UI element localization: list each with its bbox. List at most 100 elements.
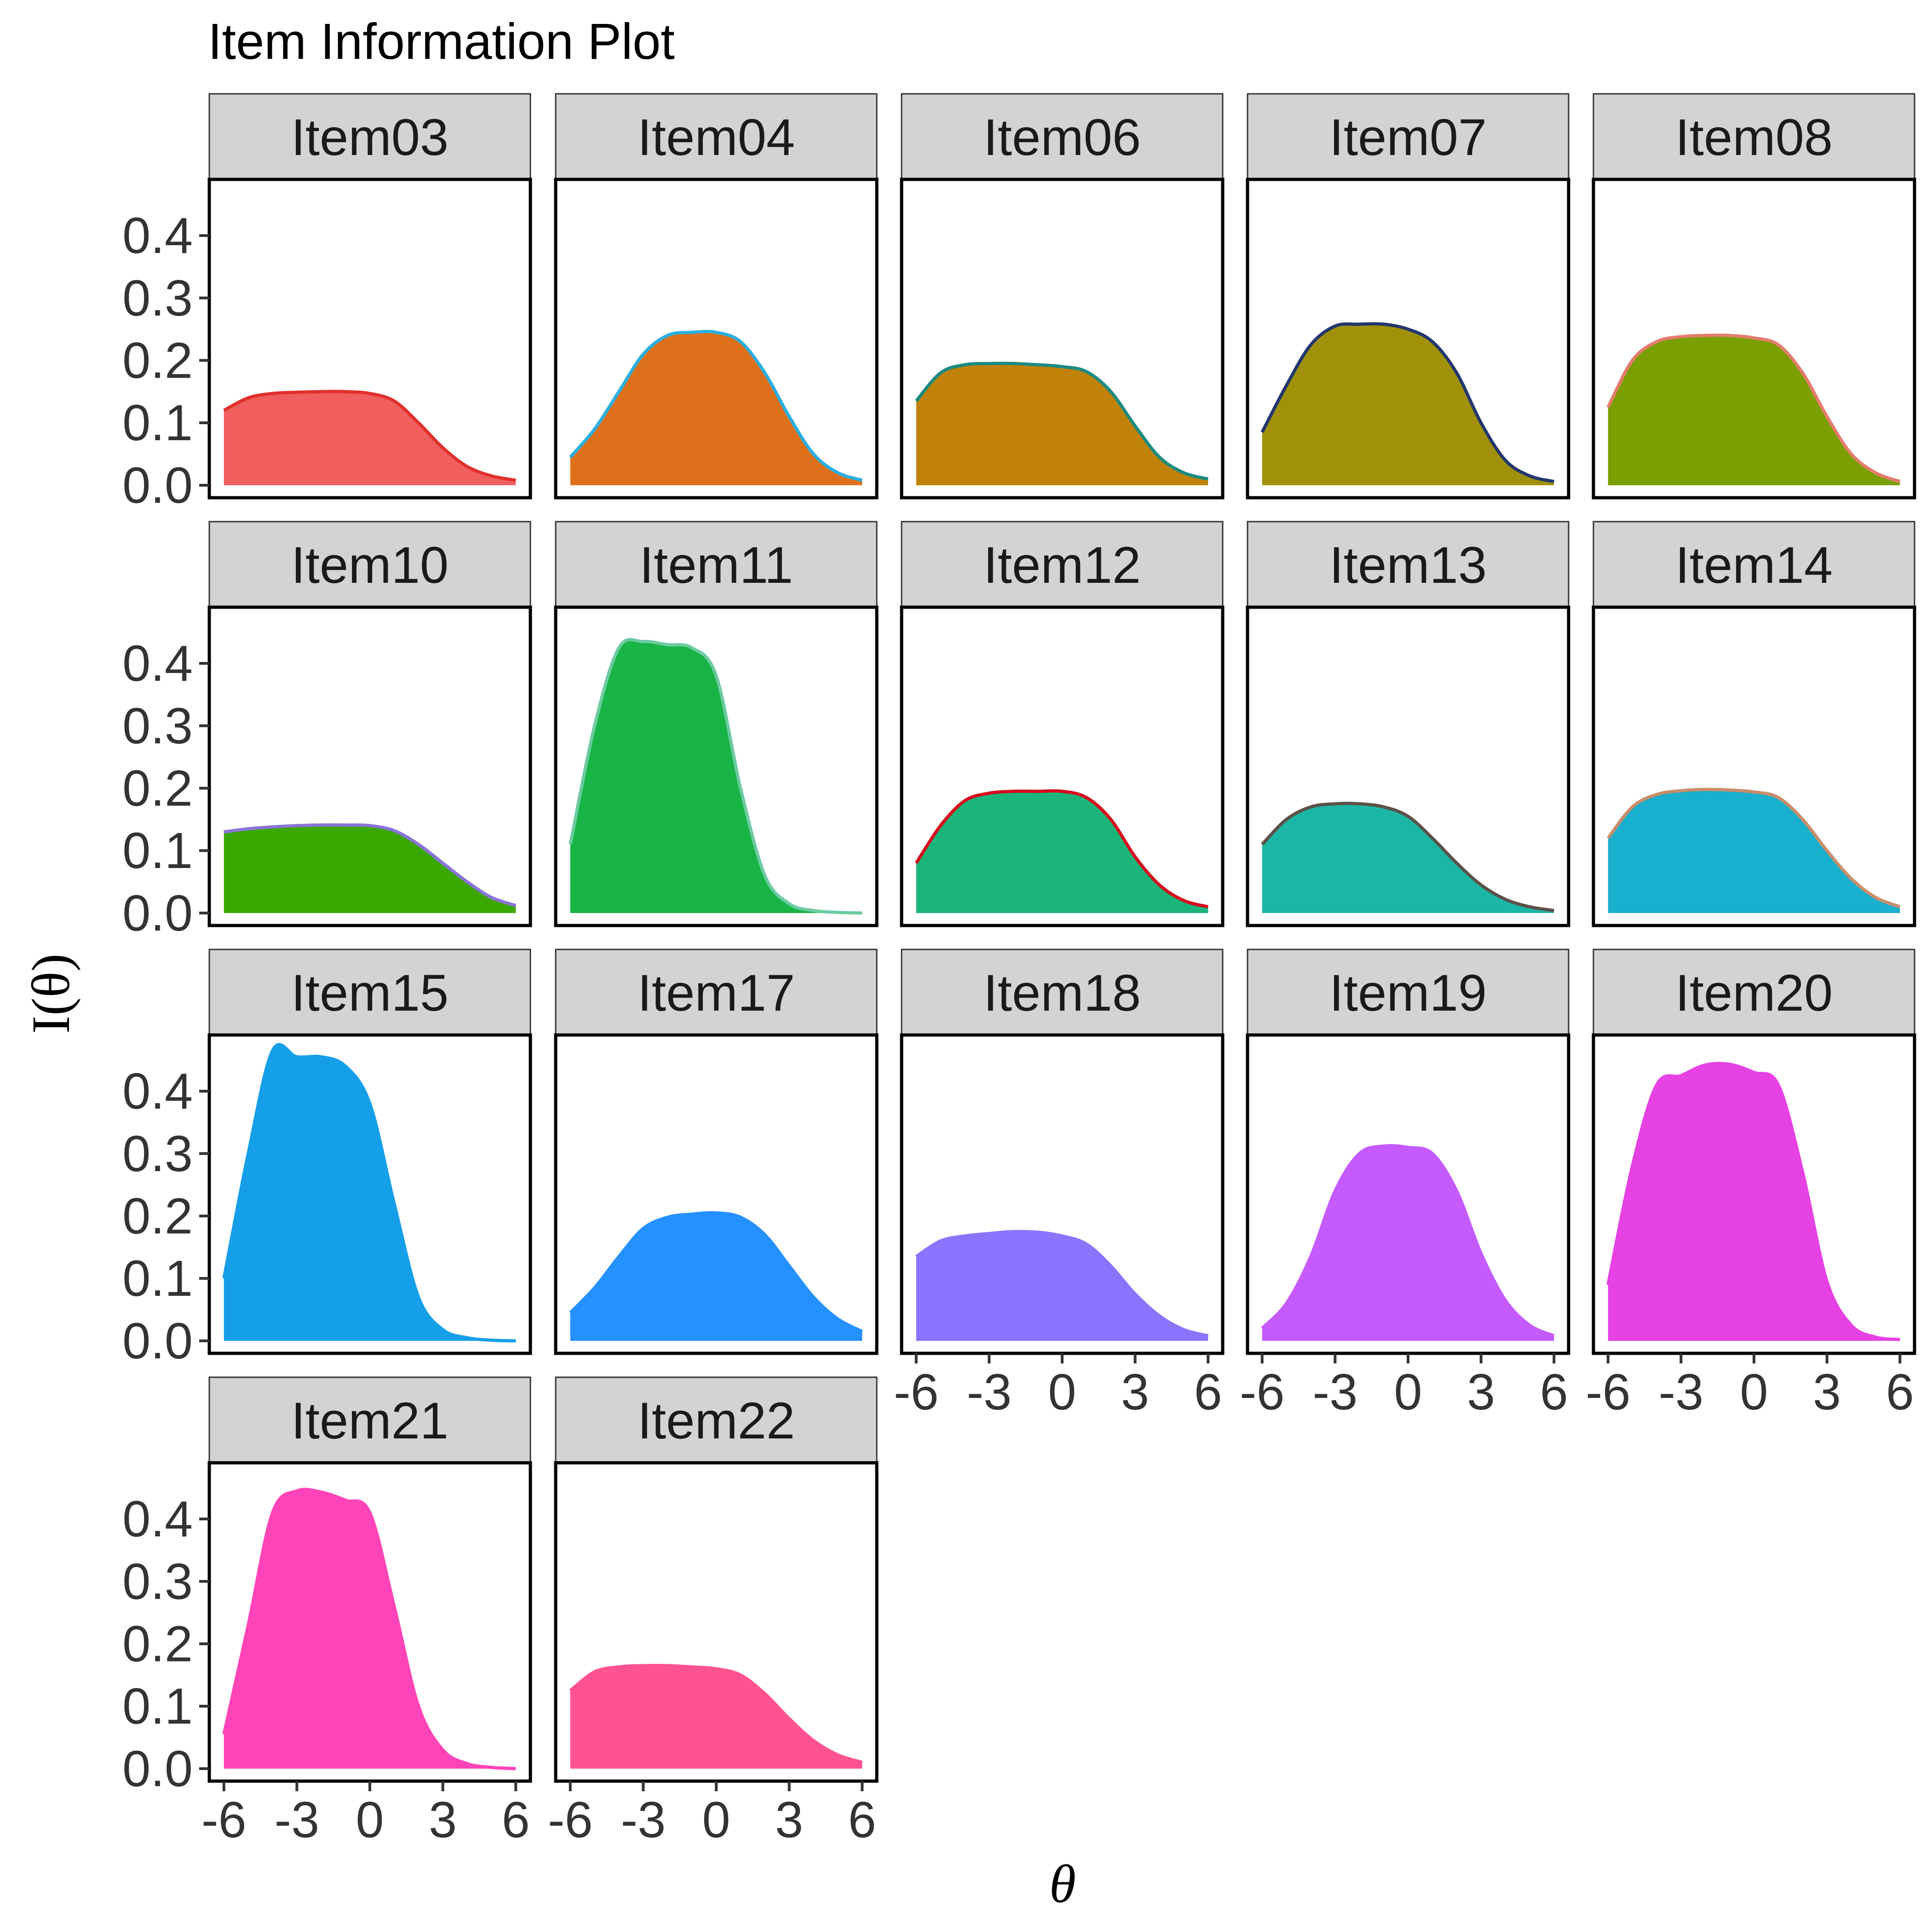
facet-panel: Item10 0.0 0.1 0.2 0.3 0.4 bbox=[122, 521, 532, 942]
panel-border bbox=[900, 605, 1225, 927]
facet-strip bbox=[555, 521, 878, 608]
y-tick-label: 0.2 bbox=[122, 1188, 193, 1244]
information-area bbox=[1262, 323, 1554, 485]
x-tick-label: 0 bbox=[1740, 1364, 1768, 1420]
information-area bbox=[570, 1213, 862, 1341]
information-area bbox=[1608, 335, 1900, 485]
facet-panel: Item21 0.0 0.1 0.2 0.3 0.4 -6 -3 0 3 6 bbox=[122, 1376, 532, 1848]
y-tick-label: 0.1 bbox=[122, 822, 193, 879]
panel-border bbox=[1592, 605, 1916, 927]
panel-border bbox=[554, 605, 879, 927]
y-tick-label: 0.4 bbox=[122, 635, 193, 692]
information-curve bbox=[569, 1664, 863, 1764]
facet-strip bbox=[208, 521, 531, 608]
y-tick-label: 0.0 bbox=[122, 1741, 193, 1797]
facet-panel: Item04 bbox=[554, 93, 879, 500]
information-area bbox=[224, 1489, 516, 1769]
information-area bbox=[570, 639, 862, 913]
facet-strip bbox=[1593, 949, 1915, 1036]
y-tick-label: 0.0 bbox=[122, 457, 193, 514]
information-curve bbox=[915, 1230, 1209, 1338]
facet-strip-label: Item10 bbox=[291, 536, 448, 594]
facet-strip-label: Item08 bbox=[1675, 109, 1833, 166]
information-area bbox=[224, 1044, 516, 1341]
x-tick-label: 3 bbox=[775, 1792, 803, 1848]
y-axis-title: I(θ) bbox=[21, 954, 81, 1034]
facet-panel: Item18 -6 -3 0 3 6 bbox=[894, 949, 1225, 1420]
facet-panel: Item13 bbox=[1246, 521, 1570, 927]
information-area bbox=[570, 331, 862, 485]
facet-panel: Item20 -6 -3 0 3 6 bbox=[1586, 949, 1916, 1420]
information-area bbox=[224, 825, 516, 913]
x-tick-label: 3 bbox=[1121, 1364, 1149, 1420]
panel-border bbox=[207, 178, 532, 500]
x-tick-label: 6 bbox=[1194, 1364, 1222, 1420]
facet-strip-label: Item18 bbox=[983, 964, 1141, 1022]
facet-panel: Item12 bbox=[900, 521, 1225, 927]
facet-strip-label: Item22 bbox=[638, 1392, 795, 1449]
facet-panel: Item14 bbox=[1592, 521, 1916, 927]
x-tick-label: -3 bbox=[966, 1364, 1012, 1420]
x-axis-title: θ bbox=[1049, 1854, 1076, 1914]
x-tick-label: -3 bbox=[621, 1792, 666, 1848]
information-curve bbox=[1260, 322, 1555, 483]
facet-strip bbox=[901, 949, 1224, 1036]
facet-strip bbox=[1247, 949, 1570, 1036]
x-tick-label: 3 bbox=[1467, 1364, 1495, 1420]
y-tick-label: 0.3 bbox=[122, 1553, 193, 1610]
information-curve bbox=[1606, 788, 1901, 908]
panel-border bbox=[1246, 605, 1570, 927]
x-tick-label: 0 bbox=[1048, 1364, 1076, 1420]
panel-border bbox=[1592, 178, 1916, 500]
information-area bbox=[916, 363, 1208, 485]
information-curve bbox=[1261, 1144, 1555, 1338]
x-tick-label: -3 bbox=[1312, 1364, 1357, 1420]
facet-strip-label: Item17 bbox=[638, 964, 795, 1022]
y-tick-label: 0.4 bbox=[122, 207, 193, 264]
facet-strip bbox=[208, 949, 531, 1036]
information-curve bbox=[569, 1211, 863, 1333]
facet-strip-label: Item03 bbox=[291, 109, 448, 166]
x-tick-label: -6 bbox=[1586, 1364, 1631, 1420]
x-tick-label: 0 bbox=[356, 1792, 384, 1848]
information-curve bbox=[914, 789, 1209, 908]
x-tick-label: 6 bbox=[848, 1792, 876, 1848]
facet-strip bbox=[1593, 93, 1915, 180]
y-tick-label: 0.3 bbox=[122, 270, 193, 327]
information-curve bbox=[224, 823, 517, 907]
panel-border bbox=[207, 605, 532, 927]
x-tick-label: 3 bbox=[1813, 1364, 1841, 1420]
facet-panel: Item08 bbox=[1592, 93, 1916, 500]
x-tick-label: 6 bbox=[1540, 1364, 1568, 1420]
x-tick-label: -6 bbox=[1240, 1364, 1285, 1420]
y-tick-label: 0.2 bbox=[122, 1616, 193, 1672]
information-area bbox=[224, 391, 516, 485]
information-area bbox=[1608, 1063, 1900, 1341]
information-curve bbox=[222, 1043, 516, 1343]
x-tick-label: -6 bbox=[548, 1792, 593, 1848]
y-tick-label: 0.2 bbox=[122, 332, 193, 389]
information-curve bbox=[222, 1488, 516, 1771]
facet-strip-label: Item19 bbox=[1329, 964, 1487, 1022]
x-tick-label: -3 bbox=[274, 1792, 319, 1848]
facet-strip-label: Item04 bbox=[638, 109, 795, 166]
y-tick-label: 0.3 bbox=[122, 698, 193, 754]
facet-strip bbox=[1247, 521, 1570, 608]
information-area bbox=[916, 1231, 1208, 1341]
y-tick-label: 0.1 bbox=[122, 1250, 193, 1307]
x-tick-label: 6 bbox=[1886, 1364, 1914, 1420]
information-curve bbox=[223, 390, 516, 482]
facet-strip-label: Item07 bbox=[1329, 109, 1487, 166]
facet-panel: Item03 0.0 0.1 0.20.3 0.4 bbox=[122, 93, 532, 514]
x-tick-label: 0 bbox=[1394, 1364, 1422, 1420]
panel-border bbox=[554, 1033, 879, 1355]
y-tick-label: 0.4 bbox=[122, 1063, 193, 1120]
information-curve bbox=[915, 362, 1209, 481]
y-tick-label: 0.1 bbox=[122, 1678, 193, 1735]
y-tick-label: 0.4 bbox=[122, 1491, 193, 1547]
facet-strip bbox=[208, 1376, 531, 1464]
information-curve bbox=[1606, 1062, 1900, 1341]
